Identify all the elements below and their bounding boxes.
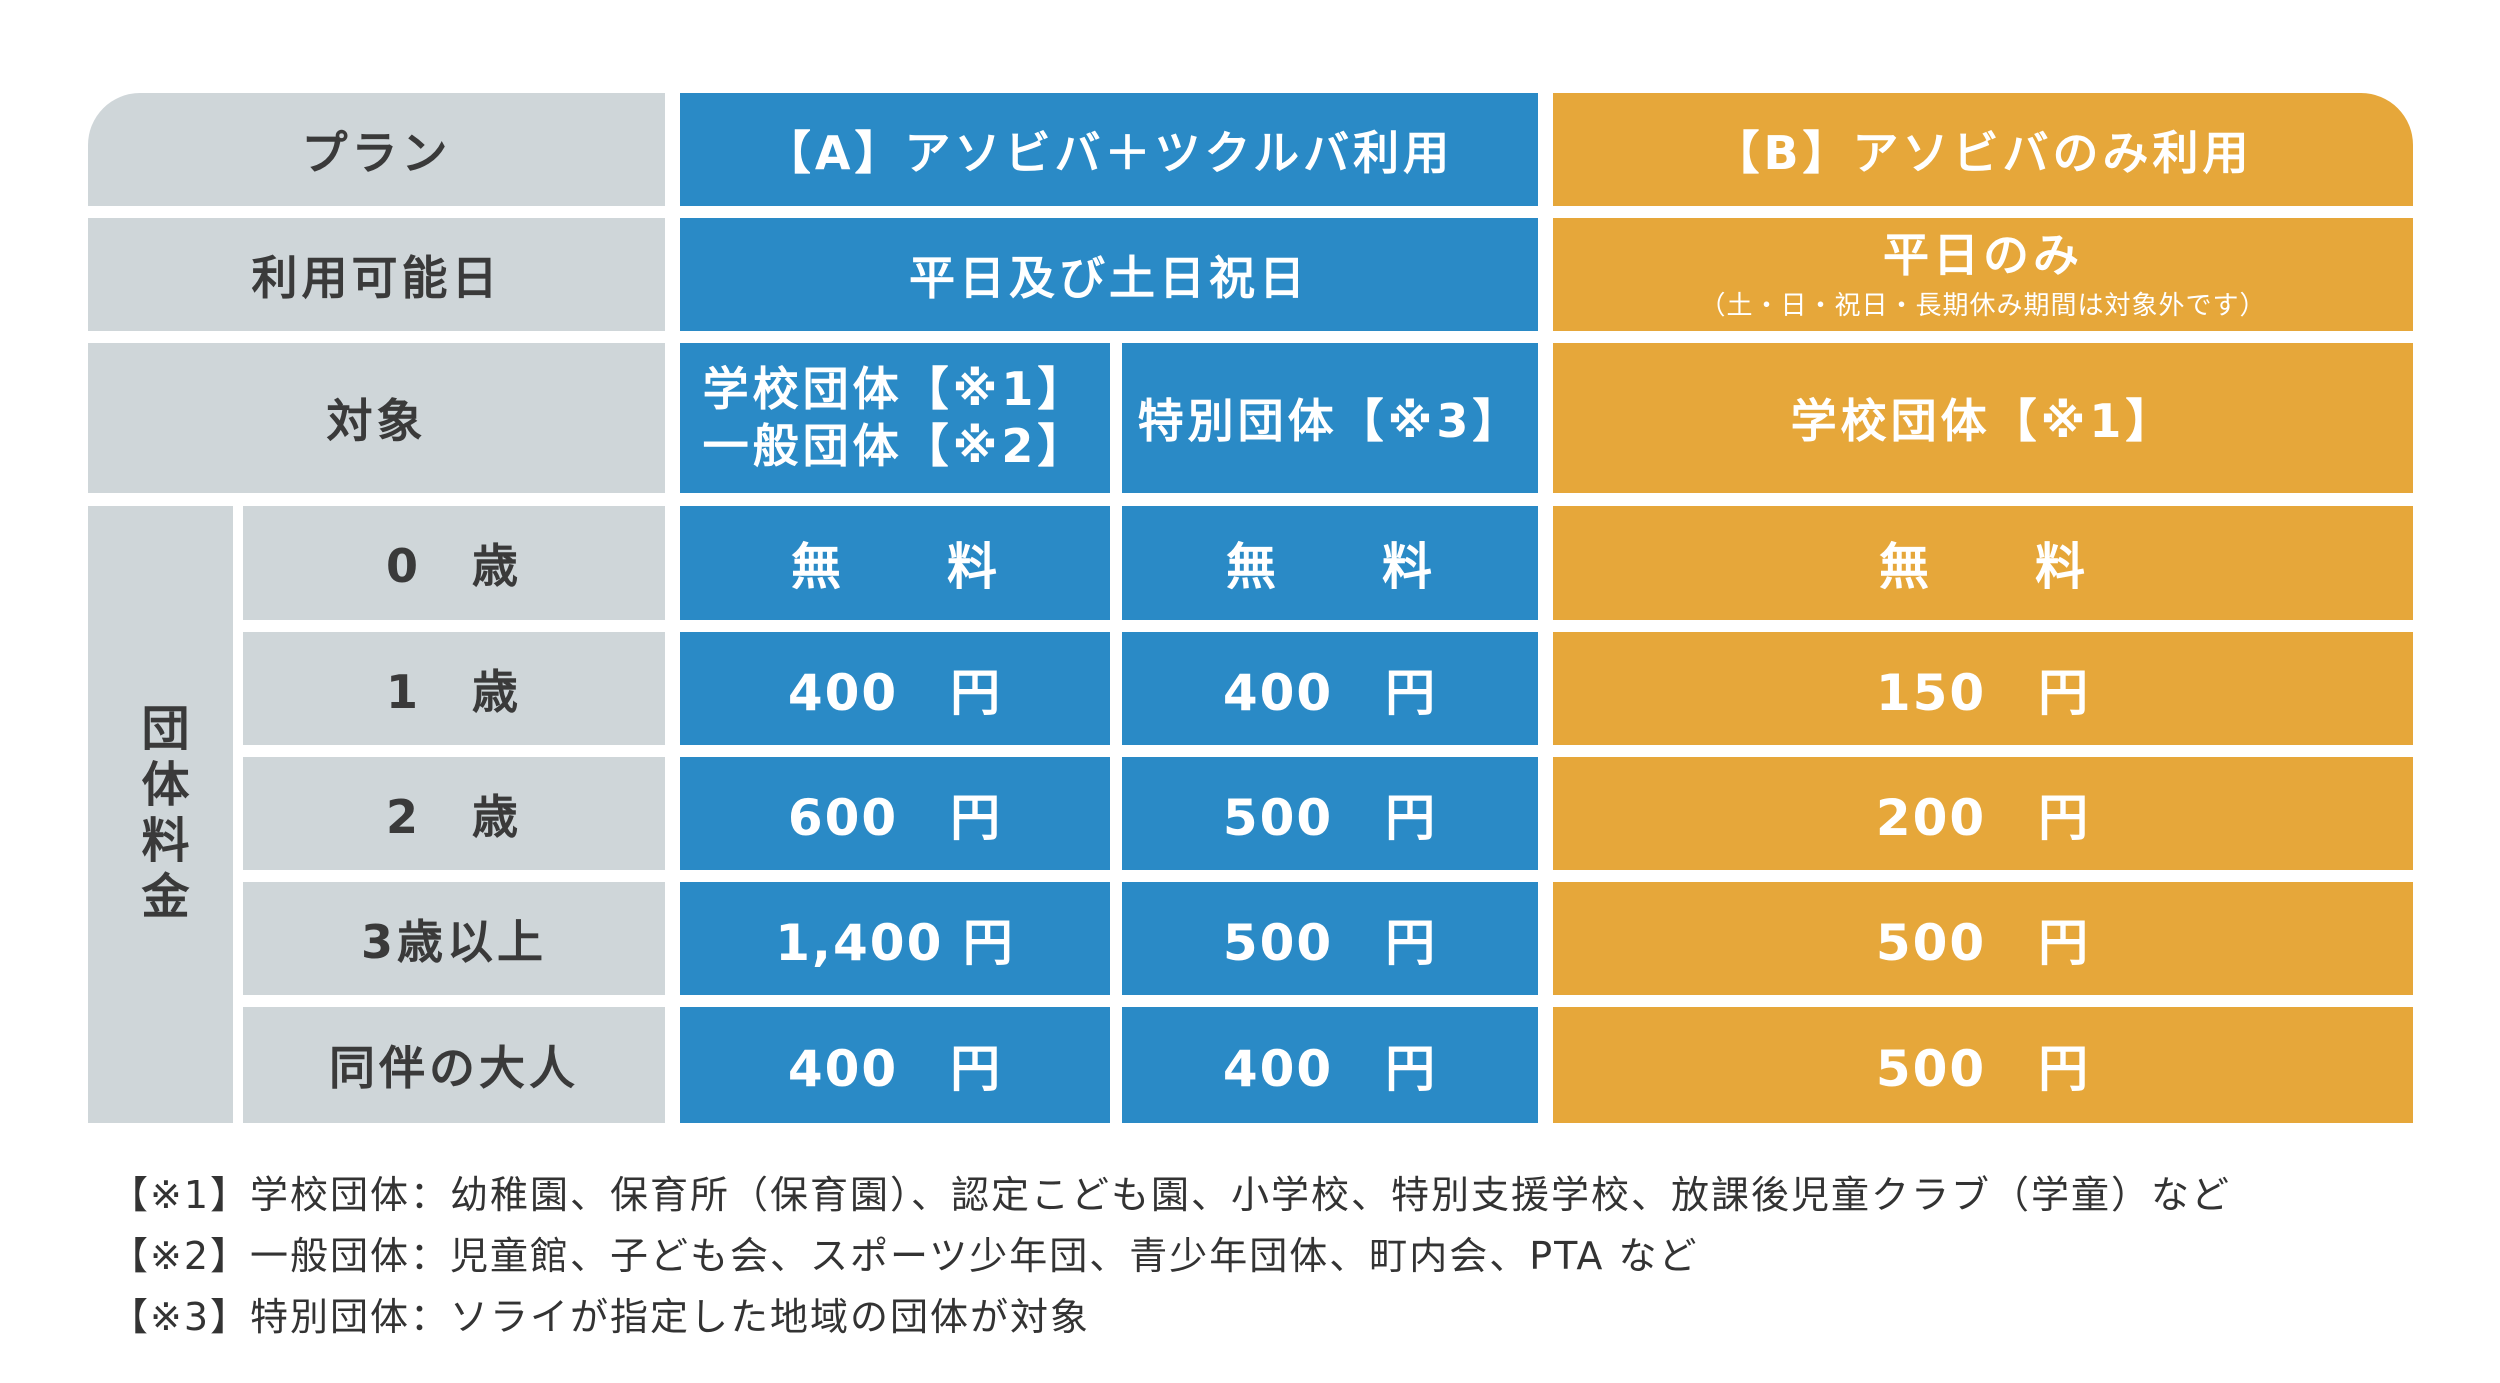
fee-a2: 500 円 — [1222, 788, 1438, 847]
fee-b-cell: 150 円 — [1553, 632, 2413, 745]
age-label: 0 歳 — [385, 539, 522, 593]
target-a2-cell: 特別団体【※3】 — [1122, 343, 1538, 493]
footnote: 【※2】一般団体：児童館、子ども会、スポーツ少年団、青少年団体、町内会、PTA … — [110, 1234, 1699, 1278]
fee-a2: 400 円 — [1222, 663, 1438, 722]
days-b-note: （土・日・祝日・長期休み期間は対象外です） — [1699, 291, 2267, 321]
target-b: 学校団体【※1】 — [1790, 394, 2176, 448]
fee-b-cell: 500 円 — [1553, 1007, 2413, 1123]
fee-a1: 400 円 — [787, 1040, 1003, 1098]
fee-b: 無 料 — [1879, 538, 2087, 596]
days-a-cell: 平日及び土日祝日 — [680, 218, 1538, 331]
age-label: 2 歳 — [385, 789, 522, 844]
plan-a-header: 【A】アソビバ＋ツクルバ利用 — [680, 93, 1538, 206]
age-cell: 同伴の大人 — [243, 1007, 665, 1123]
footnote: 【※1】学校団体：幼稚園、保育所（保育園）、認定こども園、小学校、特別支援学校、… — [110, 1173, 2232, 1217]
fee-a1-cell: 400 円 — [680, 1007, 1110, 1123]
target-b-cell: 学校団体【※1】 — [1553, 343, 2413, 493]
fee-b: 150 円 — [1875, 663, 2091, 722]
fee-b-cell: 500 円 — [1553, 882, 2413, 995]
fee-a2-cell: 無 料 — [1122, 506, 1538, 620]
fee-a1-cell: 600 円 — [680, 757, 1110, 870]
fee-a2-cell: 500 円 — [1122, 757, 1538, 870]
age-cell: 2 歳 — [243, 757, 665, 870]
fee-a1: 1,400 円 — [775, 913, 1015, 972]
age-cell: 1 歳 — [243, 632, 665, 745]
target-label-cell: 対象 — [88, 343, 665, 493]
age-cell: 0 歳 — [243, 506, 665, 620]
target-a2: 特別団体【※3】 — [1137, 394, 1523, 448]
fee-b: 200 円 — [1875, 788, 2091, 847]
age-label: 3歳以上 — [360, 914, 547, 969]
fee-a2: 400 円 — [1222, 1040, 1438, 1098]
fee-a1: 600 円 — [787, 788, 1003, 847]
fee-b: 500 円 — [1875, 913, 2091, 972]
fee-a1-cell: 400 円 — [680, 632, 1110, 745]
fee-a2-cell: 500 円 — [1122, 882, 1538, 995]
fee-a2: 無 料 — [1226, 538, 1434, 596]
fee-a1-cell: 1,400 円 — [680, 882, 1110, 995]
plan-b-title: 【B】アソビバのみ利用 — [1713, 125, 2253, 180]
fee-a2: 500 円 — [1222, 913, 1438, 972]
days-label-cell: 利用可能日 — [88, 218, 665, 331]
fee-a2-cell: 400 円 — [1122, 1007, 1538, 1123]
fee-b-cell: 無 料 — [1553, 506, 2413, 620]
days-label: 利用可能日 — [251, 250, 502, 305]
plan-label: プラン — [301, 125, 452, 180]
fee-a1: 400 円 — [787, 663, 1003, 722]
age-label: 1 歳 — [385, 664, 522, 719]
target-label: 対象 — [326, 394, 427, 448]
target-a1-line1: 学校団体【※1】 — [702, 361, 1088, 416]
fee-b: 500 円 — [1875, 1040, 2091, 1098]
fee-a2-cell: 400 円 — [1122, 632, 1538, 745]
age-cell: 3歳以上 — [243, 882, 665, 995]
plan-label-cell: プラン — [88, 93, 665, 206]
target-a1-cell: 学校団体【※1】 一般団体【※2】 — [680, 343, 1110, 493]
days-b-cell: 平日のみ （土・日・祝日・長期休み期間は対象外です） — [1553, 218, 2413, 331]
plan-a-title: 【A】アソビバ＋ツクルバ利用 — [764, 125, 1454, 180]
target-a1-line2: 一般団体【※2】 — [702, 419, 1088, 473]
group-fee-label: 団体料金 — [132, 702, 189, 927]
footnote: 【※3】特別団体：ソライが指定した地域の団体が対象 — [110, 1295, 1091, 1339]
plan-b-header: 【B】アソビバのみ利用 — [1553, 93, 2413, 206]
fee-a1: 無 料 — [791, 538, 999, 596]
fee-a1-cell: 無 料 — [680, 506, 1110, 620]
fee-b-cell: 200 円 — [1553, 757, 2413, 870]
days-a: 平日及び土日祝日 — [909, 250, 1309, 305]
age-label: 同伴の大人 — [329, 1041, 579, 1095]
group-fee-label-cell: 団体料金 — [88, 506, 233, 1123]
days-b-main: 平日のみ — [1883, 227, 2083, 282]
